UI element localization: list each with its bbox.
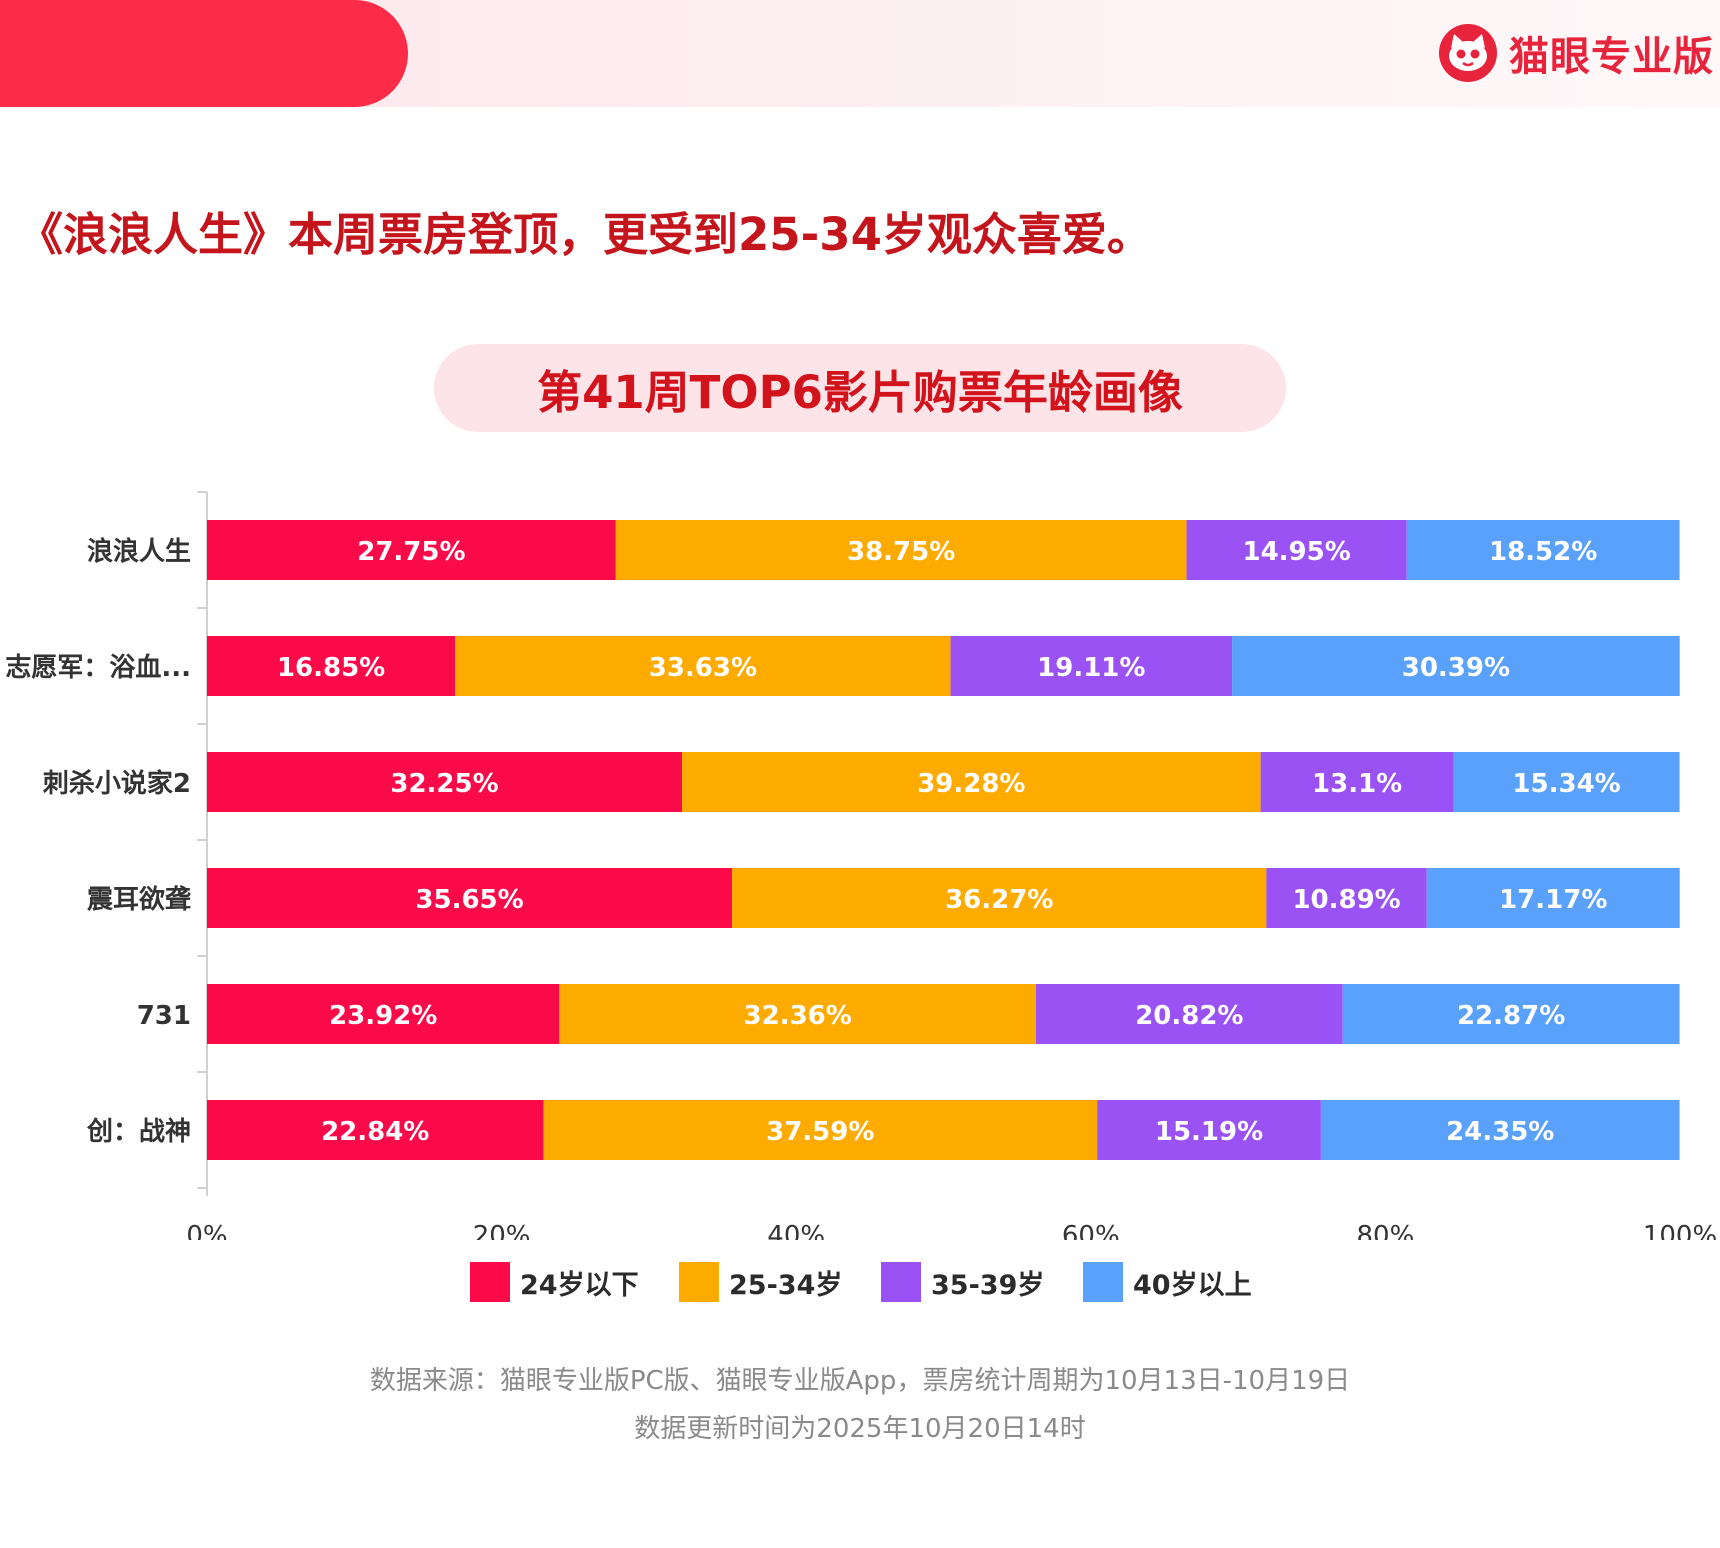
category-label: 志愿军：浴血... — [5, 653, 191, 683]
footnote-update-time: 数据更新时间为2025年10月20日14时 — [634, 1414, 1086, 1444]
bar-segment — [207, 520, 616, 580]
x-tick-label: 60% — [1062, 1221, 1120, 1240]
bar-segment — [1453, 752, 1680, 812]
bar-segment — [207, 636, 456, 696]
data-label: 20.82% — [1135, 1001, 1243, 1031]
data-label: 32.36% — [744, 1001, 852, 1031]
bar-segment — [1320, 1100, 1680, 1160]
cat-face-icon — [1439, 24, 1497, 82]
legend-item-25-34: 25-34岁 — [679, 1260, 842, 1304]
data-label: 32.25% — [390, 769, 498, 799]
bar-segment — [1266, 868, 1427, 928]
data-label: 10.89% — [1292, 885, 1400, 915]
x-tick-label: 80% — [1357, 1221, 1415, 1240]
data-label: 37.59% — [766, 1117, 874, 1147]
bar-segment — [732, 868, 1267, 928]
data-label: 27.75% — [357, 537, 465, 567]
data-label: 15.19% — [1155, 1117, 1263, 1147]
data-label: 36.27% — [945, 885, 1053, 915]
chart-title: 第41周TOP6影片购票年龄画像 — [537, 365, 1183, 419]
bar-segment — [1097, 1100, 1321, 1160]
legend-label: 35-39岁 — [931, 1269, 1045, 1301]
bar-segment — [543, 1100, 1098, 1160]
bar-segment — [950, 636, 1233, 696]
bar-segment — [1232, 636, 1680, 696]
data-label: 19.11% — [1037, 653, 1145, 683]
bar-segment — [1342, 984, 1680, 1044]
data-label: 14.95% — [1243, 537, 1351, 567]
stacked-bar-chart: 浪浪人生 27.75% 38.75% 14.95% 18.52% 志愿军：浴血... 16.… — [5, 491, 1717, 1240]
headline: 《浪浪人生》本周票房登顶，更受到25-34岁观众喜爱。 — [18, 208, 1152, 261]
data-label: 22.87% — [1457, 1001, 1565, 1031]
data-label: 15.34% — [1512, 769, 1620, 799]
data-label: 18.52% — [1489, 537, 1597, 567]
x-tick-label: 0% — [186, 1221, 227, 1240]
bar-segment — [1036, 984, 1343, 1044]
legend-label: 40岁以上 — [1133, 1269, 1252, 1301]
x-tick-label: 20% — [473, 1221, 531, 1240]
brand: 猫眼专业版 — [1437, 18, 1714, 88]
legend-item-35-39: 35-39岁 — [881, 1260, 1044, 1304]
legend-swatch — [470, 1262, 510, 1302]
data-label: 22.84% — [321, 1117, 429, 1147]
legend-label: 24岁以下 — [520, 1269, 639, 1301]
category-label: 刺杀小说家2 — [43, 768, 191, 799]
bar-segment — [1186, 520, 1407, 580]
bar-segment — [207, 1100, 544, 1160]
bar-segment — [559, 984, 1037, 1044]
x-tick-label: 40% — [767, 1221, 825, 1240]
data-label: 38.75% — [847, 537, 955, 567]
category-label: 731 — [137, 1001, 191, 1031]
data-label: 17.17% — [1499, 885, 1607, 915]
data-label: 16.85% — [277, 653, 385, 683]
bar-segment — [1260, 752, 1454, 812]
header-accent-pill — [0, 0, 408, 107]
footnote-source: 数据来源：猫眼专业版PC版、猫眼专业版App，票房统计周期为10月13日-10月… — [369, 1366, 1351, 1396]
brand-name: 猫眼专业版 — [1509, 34, 1714, 80]
bar-segment — [1406, 520, 1680, 580]
bar-segment — [207, 868, 733, 928]
bar-segment — [207, 752, 683, 812]
bar-segment — [682, 752, 1261, 812]
data-label: 23.92% — [329, 1001, 437, 1031]
data-label: 35.65% — [415, 885, 523, 915]
legend-label: 25-34岁 — [729, 1269, 843, 1301]
legend-swatch — [1083, 1262, 1123, 1302]
category-label: 浪浪人生 — [87, 536, 191, 567]
bar-segment — [207, 984, 560, 1044]
category-label: 创：战神 — [86, 1117, 191, 1147]
bar-segment — [455, 636, 951, 696]
data-label: 33.63% — [649, 653, 757, 683]
bar-segment — [615, 520, 1187, 580]
data-label: 13.1% — [1312, 769, 1402, 799]
x-tick-label: 100% — [1643, 1221, 1717, 1240]
chart-title-pill: 第41周TOP6影片购票年龄画像 — [434, 344, 1286, 432]
category-label: 震耳欲聋 — [87, 884, 191, 915]
legend-item-over-40: 40岁以上 — [1083, 1260, 1252, 1304]
data-label: 24.35% — [1446, 1117, 1554, 1147]
legend-swatch — [679, 1262, 719, 1302]
legend-swatch — [881, 1262, 921, 1302]
bar-segment — [1426, 868, 1680, 928]
data-label: 39.28% — [917, 769, 1025, 799]
data-label: 30.39% — [1402, 653, 1510, 683]
chart-legend: 24岁以下 25-34岁 35-39岁 40岁以上 — [0, 1260, 1720, 1304]
legend-item-under-24: 24岁以下 — [470, 1260, 639, 1304]
